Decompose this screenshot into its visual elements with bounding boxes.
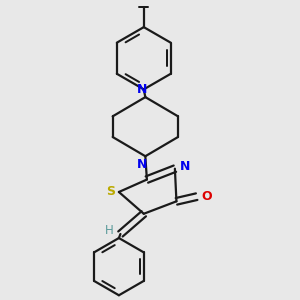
Text: S: S [106,185,115,199]
Text: O: O [201,190,211,202]
Text: H: H [105,224,114,237]
Text: N: N [137,158,147,171]
Text: N: N [180,160,190,173]
Text: N: N [137,82,147,96]
